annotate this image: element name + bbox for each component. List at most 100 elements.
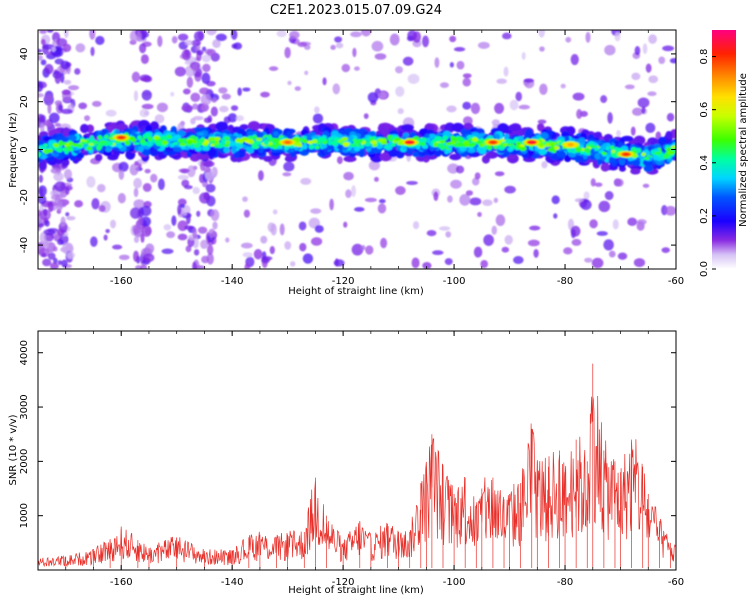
heatmap-speckle — [322, 77, 327, 86]
heatmap-speckle — [389, 33, 400, 46]
snr-x-tick-label: -120 — [332, 577, 355, 588]
spectrogram-ticks: -160 -140 -120 -100 -80 -60 -40 -20 0 20 40 — [19, 30, 684, 287]
heatmap-speckle — [139, 43, 147, 54]
heatmap-speckle — [491, 225, 497, 235]
heatmap-speckle — [66, 251, 76, 259]
heatmap-cell — [314, 145, 320, 150]
heatmap-speckle — [170, 91, 175, 97]
heatmap-speckle — [63, 168, 73, 180]
heatmap-speckle — [166, 231, 176, 239]
heatmap-cell — [224, 136, 230, 141]
heatmap-cell — [358, 144, 365, 149]
snr-x-tick-label: -140 — [221, 577, 244, 588]
heatmap-speckle — [483, 234, 494, 247]
heatmap-cell — [39, 145, 47, 151]
heatmap-speckle — [509, 99, 519, 111]
heatmap-speckle — [91, 198, 100, 210]
heatmap-speckle — [560, 83, 566, 89]
heatmap-speckle — [142, 183, 152, 192]
heatmap-cell — [171, 142, 179, 146]
heatmap-speckle — [533, 249, 539, 258]
spectrogram-x-tick-label: -100 — [443, 276, 466, 287]
heatmap-speckle — [269, 246, 275, 255]
heatmap-speckle — [60, 108, 73, 115]
heatmap-speckle — [244, 262, 250, 269]
heatmap-speckle — [459, 194, 471, 206]
snr-x-tick-label: -60 — [668, 577, 684, 588]
heatmap-speckle — [211, 97, 217, 103]
heatmap-speckle — [231, 43, 238, 49]
heatmap-speckle — [335, 42, 344, 49]
heatmap-cell — [61, 147, 68, 152]
heatmap-speckle — [47, 103, 52, 115]
heatmap-speckle — [474, 172, 481, 180]
heatmap-cell — [46, 149, 54, 153]
heatmap-cell — [632, 159, 641, 166]
heatmap-cell — [641, 152, 646, 157]
heatmap-cell — [608, 156, 617, 164]
heatmap-speckle — [48, 112, 60, 124]
heatmap-speckle — [378, 198, 386, 204]
heatmap-speckle — [615, 178, 624, 187]
heatmap-cell — [564, 154, 572, 163]
heatmap-cell — [179, 142, 187, 147]
heatmap-cell — [148, 141, 153, 147]
heatmap-cell — [61, 158, 70, 167]
heatmap-cell — [537, 123, 545, 132]
spectrogram-panel: -160 -140 -120 -100 -80 -60 -40 -20 0 20 40 Height… — [8, 29, 684, 297]
heatmap-speckle — [53, 257, 58, 264]
heatmap-speckle — [171, 36, 178, 44]
heatmap-speckle — [157, 35, 163, 47]
heatmap-speckle — [438, 226, 451, 231]
heatmap-speckle — [572, 92, 585, 101]
heatmap-speckle — [207, 244, 214, 255]
heatmap-cell — [55, 146, 62, 153]
heatmap-cell — [141, 148, 152, 156]
heatmap-speckle — [380, 237, 388, 249]
heatmap-speckle — [44, 63, 54, 75]
heatmap-speckle — [154, 114, 165, 124]
heatmap-cell — [306, 140, 314, 145]
heatmap-speckle — [177, 174, 189, 180]
heatmap-cell — [94, 153, 103, 162]
heatmap-cell — [601, 151, 608, 156]
heatmap-speckle — [192, 261, 197, 269]
heatmap-speckle — [38, 80, 44, 92]
heatmap-speckle — [364, 197, 377, 203]
heatmap-speckle — [199, 192, 211, 204]
heatmap-speckle — [205, 30, 217, 36]
heatmap-cell — [302, 138, 308, 144]
heatmap-speckle — [98, 204, 106, 213]
heatmap-speckle — [89, 30, 96, 40]
heatmap-speckle — [103, 234, 108, 241]
heatmap-cell — [644, 156, 650, 161]
heatmap-speckle — [603, 239, 614, 251]
heatmap-speckle — [38, 93, 45, 98]
heatmap-speckle — [193, 249, 200, 256]
heatmap-peak — [284, 140, 291, 144]
heatmap-speckle — [201, 72, 211, 84]
heatmap-speckle — [406, 180, 418, 185]
heatmap-speckle — [614, 32, 621, 42]
heatmap-speckle — [300, 177, 312, 185]
heatmap-speckle — [57, 260, 63, 266]
heatmap-speckle — [491, 119, 501, 127]
heatmap-cell — [214, 136, 221, 141]
heatmap-cell — [355, 138, 364, 144]
heatmap-speckle — [140, 216, 151, 227]
heatmap-cell — [504, 138, 513, 144]
heatmap-speckle — [144, 168, 151, 174]
heatmap-speckle — [199, 87, 210, 95]
heatmap-cell — [220, 138, 226, 145]
heatmap-speckle — [58, 104, 63, 111]
heatmap-speckle — [469, 197, 482, 206]
heatmap-speckle — [42, 44, 55, 50]
heatmap-cell — [197, 142, 203, 147]
heatmap-cell — [350, 143, 356, 148]
heatmap-speckle — [495, 214, 506, 227]
heatmap-speckle — [110, 219, 117, 229]
heatmap-speckle — [210, 106, 218, 117]
heatmap-cell — [214, 140, 220, 145]
heatmap-speckle — [287, 80, 292, 86]
heatmap-speckle — [368, 160, 381, 171]
